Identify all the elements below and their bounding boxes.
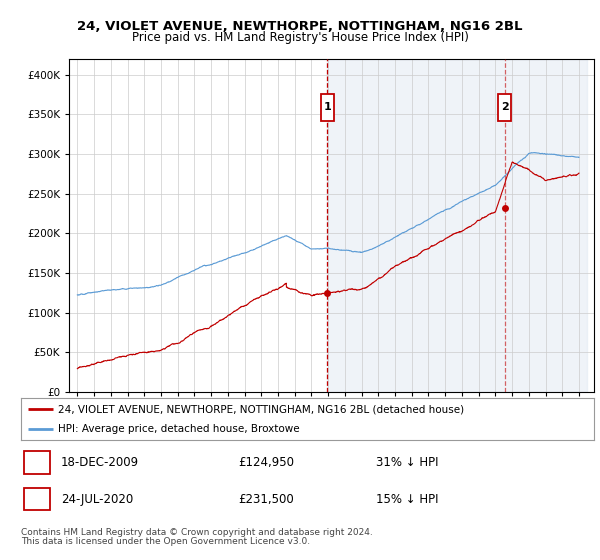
Text: Price paid vs. HM Land Registry's House Price Index (HPI): Price paid vs. HM Land Registry's House … [131,31,469,44]
Text: 1: 1 [32,456,41,469]
Text: £124,950: £124,950 [239,456,295,469]
Text: This data is licensed under the Open Government Licence v3.0.: This data is licensed under the Open Gov… [21,538,310,547]
FancyBboxPatch shape [321,94,334,120]
Text: 31% ↓ HPI: 31% ↓ HPI [376,456,439,469]
Text: 24-JUL-2020: 24-JUL-2020 [61,493,133,506]
Text: 24, VIOLET AVENUE, NEWTHORPE, NOTTINGHAM, NG16 2BL (detached house): 24, VIOLET AVENUE, NEWTHORPE, NOTTINGHAM… [58,404,464,414]
Text: 18-DEC-2009: 18-DEC-2009 [61,456,139,469]
Text: 24, VIOLET AVENUE, NEWTHORPE, NOTTINGHAM, NG16 2BL: 24, VIOLET AVENUE, NEWTHORPE, NOTTINGHAM… [77,20,523,32]
Text: 15% ↓ HPI: 15% ↓ HPI [376,493,439,506]
Text: 1: 1 [323,102,331,112]
Text: £231,500: £231,500 [239,493,295,506]
FancyBboxPatch shape [24,488,50,511]
Bar [328,59,587,392]
Text: Contains HM Land Registry data © Crown copyright and database right 2024.: Contains HM Land Registry data © Crown c… [21,528,373,537]
Text: 2: 2 [501,102,509,112]
Text: 2: 2 [32,493,41,506]
FancyBboxPatch shape [499,94,511,120]
Text: HPI: Average price, detached house, Broxtowe: HPI: Average price, detached house, Brox… [58,424,300,434]
FancyBboxPatch shape [24,451,50,474]
